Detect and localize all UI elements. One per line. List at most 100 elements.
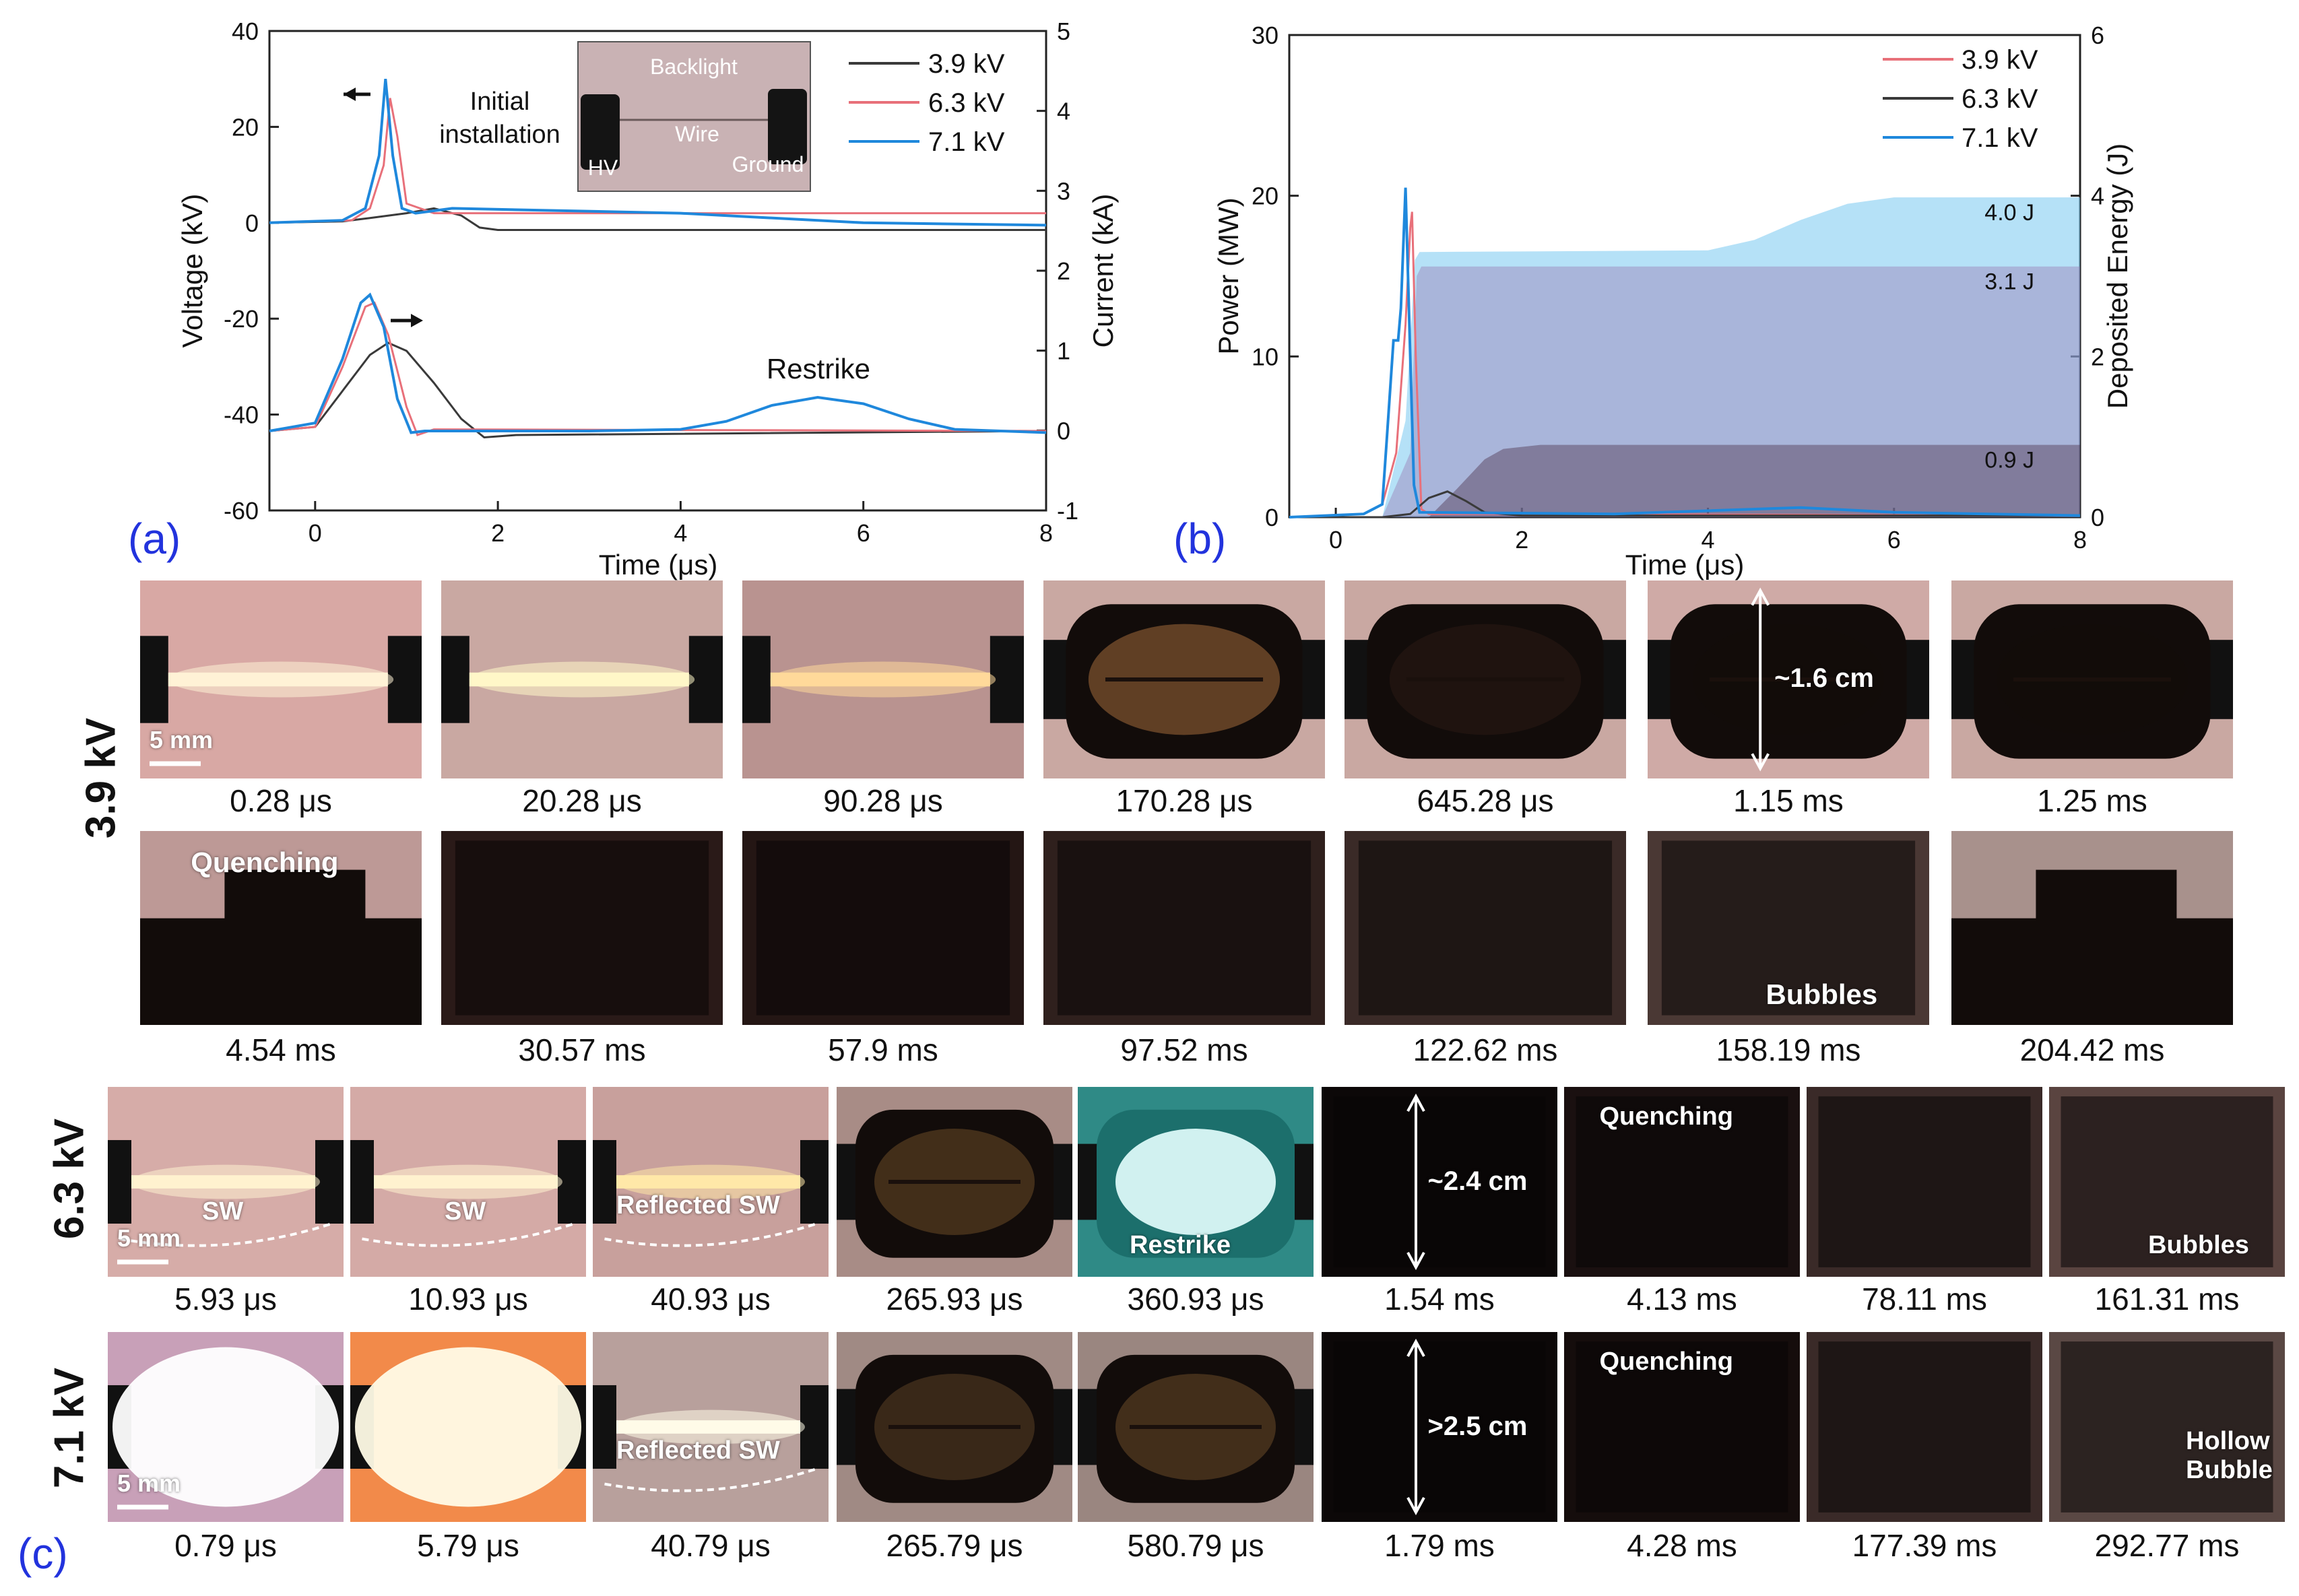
photo-graphic	[1576, 1341, 1788, 1512]
inset-label-hv: HV	[588, 156, 618, 180]
photo-frame	[441, 831, 723, 1025]
photo-frame	[1043, 580, 1325, 778]
inset-photo: Backlight Wire HV Ground	[577, 41, 811, 192]
dark-body	[1576, 1341, 1788, 1512]
photo-frame: Quenching	[140, 831, 422, 1025]
photo-frame: SW	[350, 1087, 586, 1277]
x-tick-label: 4	[674, 519, 687, 547]
photo-frame: Bubbles	[1648, 831, 1929, 1025]
frame-time: 57.9 ms	[828, 1032, 938, 1067]
frame-time: 40.93 μs	[651, 1282, 771, 1317]
dimension-arrow-top	[1406, 1338, 1425, 1358]
frame-time: 0.79 μs	[174, 1528, 277, 1563]
frame-time: 292.77 ms	[2094, 1528, 2240, 1563]
photo-graphic	[837, 1109, 1072, 1258]
y2-tick-label: 3	[1057, 177, 1070, 205]
y2-axis-label: Current (kA)	[1087, 194, 1119, 348]
photo-frame	[441, 580, 723, 778]
x-tick-label: 2	[491, 519, 505, 547]
dark-body	[756, 840, 1010, 1016]
photo-frame: Reflected SW	[593, 1087, 829, 1277]
y2-tick-label: 5	[1057, 18, 1070, 45]
energy-label: 0.9 J	[1984, 448, 2034, 473]
photo-frame: Quenching	[1564, 1087, 1800, 1277]
frame-time: 90.28 μs	[823, 783, 943, 818]
photo-graphic	[1818, 1096, 2031, 1267]
wire-glow	[616, 1175, 800, 1189]
frame-annotation: Quenching	[191, 846, 339, 879]
energy-area-71kV	[1289, 197, 2080, 517]
photo-graphic	[1951, 869, 2233, 1025]
scale-label: 5 mm	[117, 1469, 181, 1497]
frame-time: 40.79 μs	[651, 1528, 771, 1563]
dimension-label: >2.5 cm	[1427, 1411, 1528, 1442]
frame-annotation: Hollow Bubble	[2186, 1427, 2273, 1484]
photo-graphic	[108, 1139, 344, 1265]
y-tick-label: 20	[1252, 182, 1278, 210]
panel-label-b: (b)	[1173, 514, 1227, 563]
y2-axis-label: Deposited Energy (J)	[2102, 143, 2133, 409]
photo-graphic	[593, 1385, 829, 1492]
photo-frame: Reflected SW	[593, 1332, 829, 1522]
photo-graphic	[1661, 840, 1916, 1016]
arrow-left-head	[344, 88, 356, 101]
frame-time: 170.28 μs	[1115, 783, 1253, 818]
photo-frame: 5 mm	[140, 580, 422, 778]
y-tick-label: 0	[245, 209, 259, 237]
row-label: 3.9 kV	[77, 717, 125, 839]
row-label: 7.1 kV	[46, 1367, 93, 1489]
annotation-initial: Initial	[470, 88, 530, 116]
photo-frame	[1345, 831, 1626, 1025]
y2-tick-label: 0	[2091, 504, 2104, 531]
photo-frame	[1078, 1332, 1314, 1522]
photo-frame	[742, 831, 1024, 1025]
shockwave-front	[604, 1222, 818, 1247]
flash-glow	[355, 1347, 581, 1507]
photo-graphic	[1043, 604, 1325, 759]
photo-frame	[837, 1087, 1072, 1277]
energy-label: 3.1 J	[1984, 269, 2034, 295]
electrode-left	[441, 636, 469, 723]
y-tick-label: 30	[1252, 22, 1278, 49]
photo-frame: Quenching	[1564, 1332, 1800, 1522]
frame-annotation: Quenching	[1599, 1347, 1733, 1376]
frame-time: 204.42 ms	[2019, 1032, 2165, 1067]
frame-time: 5.93 μs	[174, 1282, 277, 1317]
photo-graphic	[1818, 1341, 2031, 1512]
dark-body	[1576, 1096, 1788, 1267]
photo-graphic	[1057, 840, 1312, 1016]
y-axis-label: Voltage (kV)	[176, 194, 208, 348]
frame-time: 265.79 μs	[886, 1528, 1023, 1563]
arrow-right-head	[411, 314, 423, 327]
y2-tick-label: 6	[2091, 22, 2104, 49]
photo-frame: ~2.4 cm	[1322, 1087, 1557, 1277]
bubble-glow	[1115, 1129, 1276, 1235]
frame-time: 4.28 ms	[1627, 1528, 1737, 1563]
photo-graphic	[1345, 604, 1626, 759]
frame-time: 161.31 ms	[2094, 1282, 2240, 1317]
photo-graphic	[140, 869, 422, 1025]
frame-time: 158.19 ms	[1716, 1032, 1861, 1067]
dark-body	[1333, 1096, 1546, 1267]
photo-frame	[742, 580, 1024, 778]
photo-graphic	[108, 1347, 344, 1510]
photo-graphic	[1078, 1354, 1314, 1503]
inset-label-ground: Ground	[732, 152, 804, 176]
frame-annotation: Restrike	[1130, 1231, 1231, 1260]
frame-time: 122.62 ms	[1413, 1032, 1558, 1067]
dark-body	[1333, 1341, 1546, 1512]
inset-hv-electrode	[581, 94, 620, 170]
shockwave-front	[119, 1222, 333, 1247]
frame-time: 265.93 μs	[886, 1282, 1023, 1317]
frame-time: 1.15 ms	[1733, 783, 1844, 818]
y-tick-label: 20	[232, 113, 259, 141]
y2-tick-label: 2	[1057, 257, 1070, 285]
frame-time: 580.79 μs	[1127, 1528, 1264, 1563]
series-63kV-voltage	[269, 98, 1046, 224]
frame-time: 0.28 μs	[230, 783, 332, 818]
power-series-71kV	[1289, 187, 2081, 519]
photo-graphic	[2061, 1341, 2273, 1512]
row-label: 6.3 kV	[46, 1118, 93, 1240]
photo-frame	[1807, 1087, 2042, 1277]
